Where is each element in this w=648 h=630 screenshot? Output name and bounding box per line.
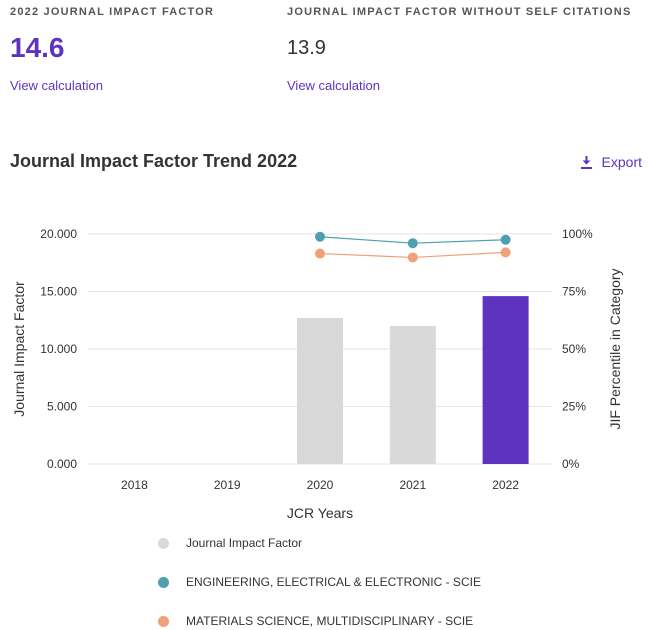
series-point-1 — [407, 238, 418, 249]
y2-tick-label: 50% — [562, 342, 586, 356]
y-tick-label: 0.000 — [47, 457, 77, 471]
series-point-2 — [407, 252, 418, 263]
y2-tick-label: 25% — [562, 400, 586, 414]
jif-without-self-citations-metric: JOURNAL IMPACT FACTOR WITHOUT SELF CITAT… — [287, 6, 632, 93]
legend-item-materials-science[interactable]: MATERIALS SCIENCE, MULTIDISCIPLINARY - S… — [158, 614, 473, 628]
export-button[interactable]: Export — [580, 154, 642, 170]
x-tick-label: 2019 — [214, 478, 241, 492]
legend-label: Journal Impact Factor — [186, 536, 303, 550]
download-icon — [580, 155, 592, 169]
legend-marker — [158, 576, 169, 588]
legend-label: ENGINEERING, ELECTRICAL & ELECTRONIC - S… — [186, 575, 481, 589]
bar-2021 — [389, 326, 436, 464]
jif-value: 14.6 — [10, 32, 65, 63]
y2-tick-label: 100% — [562, 227, 593, 241]
legend-item-journal-impact-factor[interactable]: Journal Impact Factor — [158, 536, 302, 550]
series-point-1 — [315, 231, 325, 242]
jif-label: 2022 JOURNAL IMPACT FACTOR — [10, 6, 215, 18]
y-tick-label: 10.000 — [40, 342, 77, 356]
y2-tick-label: 0% — [562, 457, 580, 471]
x-tick-label: 2020 — [307, 478, 334, 492]
export-label: Export — [601, 154, 642, 170]
y2-axis-label: JIF Percentile in Category — [607, 268, 623, 429]
jif-without-self-citations-value: 13.9 — [287, 37, 326, 59]
jif-trend-chart: 0.000 5.000 10.000 15.000 20.000 0% 25% 50% 75% 1… — [11, 227, 623, 521]
y2-tick-label: 75% — [562, 285, 586, 299]
series-point-2 — [315, 248, 325, 259]
x-tick-label: 2018 — [121, 478, 148, 492]
series-point-1 — [500, 234, 511, 245]
y-tick-label: 5.000 — [47, 400, 77, 414]
jif-without-self-citations-view-calculation-link[interactable]: View calculation — [287, 78, 380, 93]
legend-label: MATERIALS SCIENCE, MULTIDISCIPLINARY - S… — [186, 614, 474, 628]
bar-2022 — [482, 296, 529, 464]
y-axis-label: Journal Impact Factor — [11, 281, 27, 417]
series-point-2 — [500, 247, 511, 258]
x-axis-label: JCR Years — [287, 505, 353, 521]
jif-view-calculation-link[interactable]: View calculation — [10, 78, 103, 93]
bar-2020 — [297, 317, 343, 464]
jif-metric: 2022 JOURNAL IMPACT FACTOR 14.6 View cal… — [10, 6, 214, 93]
legend-item-engineering[interactable]: ENGINEERING, ELECTRICAL & ELECTRONIC - S… — [158, 575, 481, 589]
legend-marker — [158, 615, 169, 627]
x-tick-label: 2022 — [492, 478, 519, 492]
y-tick-label: 20.000 — [40, 227, 77, 241]
y-tick-label: 15.000 — [40, 285, 77, 299]
x-tick-label: 2021 — [399, 478, 426, 492]
legend-marker — [158, 537, 169, 549]
jif-without-self-citations-label: JOURNAL IMPACT FACTOR WITHOUT SELF CITAT… — [287, 6, 632, 18]
section-title: Journal Impact Factor Trend 2022 — [10, 151, 298, 171]
